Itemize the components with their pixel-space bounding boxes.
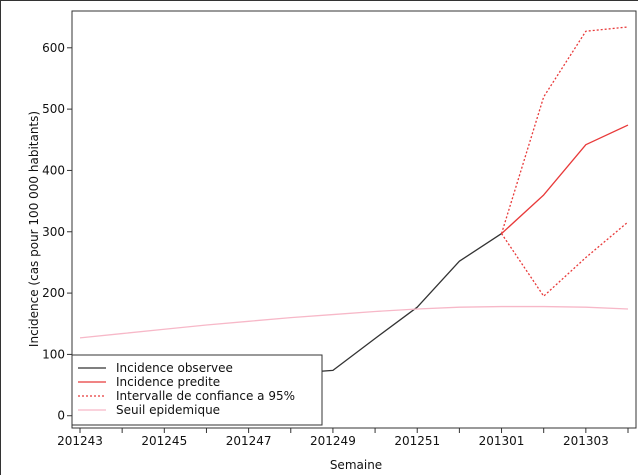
x-axis-title: Semaine — [330, 458, 382, 472]
x-tick-label: 201303 — [563, 434, 609, 448]
x-tick-label: 201249 — [310, 434, 356, 448]
x-tick-label: 201243 — [57, 434, 103, 448]
x-tick-label: 201251 — [394, 434, 440, 448]
y-tick-label: 600 — [42, 41, 65, 55]
series-line — [79, 305, 629, 339]
x-tick-label: 201247 — [226, 434, 272, 448]
y-tick-label: 400 — [42, 163, 65, 177]
x-tick-label: 201301 — [479, 434, 525, 448]
y-tick-label: 300 — [42, 225, 65, 239]
series-line — [501, 124, 629, 235]
y-axis-title: Incidence (cas pour 100 000 habitants) — [27, 111, 41, 347]
legend-label: Incidence predite — [116, 375, 220, 389]
y-tick-label: 100 — [42, 347, 65, 361]
y-tick-label: 0 — [57, 409, 65, 423]
legend-label: Seuil epidemique — [116, 403, 220, 417]
legend-label: Incidence observee — [116, 361, 233, 375]
y-tick-label: 500 — [42, 102, 65, 116]
legend-box — [71, 354, 323, 426]
plot-area — [71, 10, 637, 429]
legend-label: Intervalle de confiance a 95% — [116, 389, 295, 403]
x-tick-label: 201245 — [141, 434, 187, 448]
series-line — [290, 233, 502, 375]
y-tick-label: 200 — [42, 286, 65, 300]
ci-lower-line — [500, 221, 629, 297]
ci-upper-line — [500, 26, 629, 234]
